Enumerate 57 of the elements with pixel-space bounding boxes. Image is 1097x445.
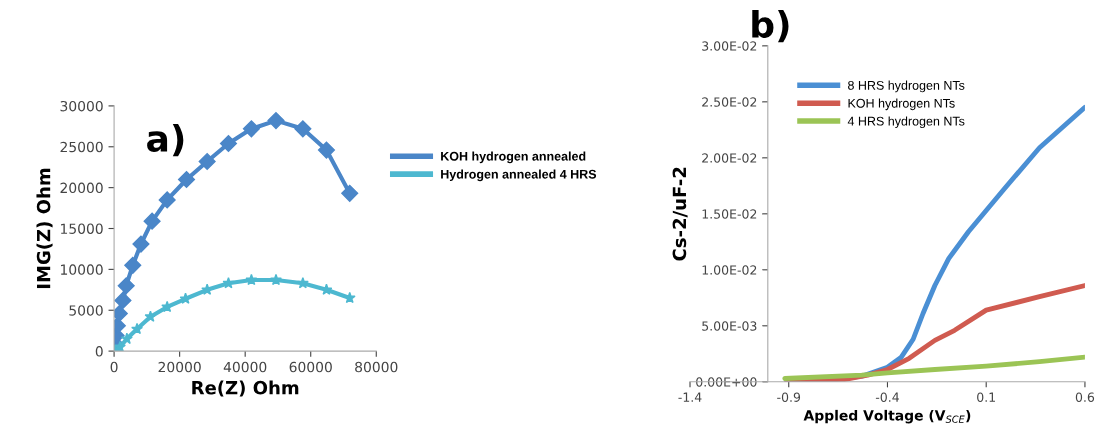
point bbox=[245, 273, 258, 286]
x-tick-label: -0.4 bbox=[875, 392, 899, 402]
point bbox=[124, 256, 142, 274]
point bbox=[219, 134, 238, 153]
line-series bbox=[782, 354, 1085, 381]
point bbox=[222, 277, 235, 289]
y-tick-label: 2.50E-02 bbox=[702, 97, 757, 107]
y-tick-label: 0 bbox=[95, 346, 103, 357]
x-axis-title: Re(Z) Ohm bbox=[192, 380, 299, 397]
point bbox=[131, 322, 144, 335]
x-tick-label: 80000 bbox=[355, 361, 398, 373]
y-tick-label: 0.00E+00 bbox=[696, 377, 757, 387]
y-tick-label: 5000 bbox=[69, 305, 103, 316]
point bbox=[117, 277, 135, 295]
x-tick-label: 0.6 bbox=[1075, 392, 1095, 402]
legend-label: Hydrogen annealed 4 HRS bbox=[441, 169, 597, 182]
x-tick-label: -1.4 bbox=[678, 392, 702, 402]
point bbox=[294, 120, 312, 138]
point bbox=[120, 332, 133, 345]
point bbox=[270, 273, 282, 286]
x-tick-label: 20000 bbox=[158, 361, 201, 373]
point bbox=[341, 184, 359, 202]
y-tick-label: 15000 bbox=[61, 223, 103, 234]
x-tick-label: 0.1 bbox=[977, 392, 995, 402]
point bbox=[144, 310, 157, 322]
x-tick-label: 0 bbox=[110, 361, 118, 373]
point bbox=[177, 170, 196, 189]
y-tick-label: 25000 bbox=[60, 141, 103, 153]
y-tick-label: 3.00E-02 bbox=[702, 41, 757, 51]
point bbox=[267, 112, 285, 130]
point bbox=[317, 141, 336, 159]
y-tick-label: 20000 bbox=[60, 182, 103, 194]
y-tick-label: 1.50E-02 bbox=[702, 209, 757, 219]
x-tick-label: -0.9 bbox=[777, 392, 801, 402]
point bbox=[143, 212, 161, 230]
point bbox=[132, 235, 150, 253]
x-tick-label: 60000 bbox=[289, 361, 332, 373]
point bbox=[242, 120, 260, 138]
point bbox=[114, 291, 132, 309]
point bbox=[158, 191, 176, 209]
legend-label: 4 HRS hydrogen NTs bbox=[847, 116, 965, 129]
y-tick-label: 5.00E-03 bbox=[702, 321, 757, 331]
chart-title: b) bbox=[752, 10, 789, 43]
x-axis-title: Appled Voltage (V$_{SCE}$) bbox=[803, 409, 971, 424]
y-tick-label: 10000 bbox=[61, 264, 103, 275]
y-tick-label: 1.00E-02 bbox=[702, 265, 757, 275]
y-tick-label: 2.00E-02 bbox=[702, 153, 757, 163]
point bbox=[296, 277, 309, 289]
x-tick-label: 40000 bbox=[223, 361, 267, 373]
y-axis-title: IMG(Z) Ohm bbox=[36, 168, 53, 289]
chart-title: a) bbox=[147, 124, 184, 157]
point bbox=[198, 152, 216, 171]
legend-label: 8 HRS hydrogen NTs bbox=[848, 80, 965, 93]
legend-label: KOH hydrogen NTs bbox=[848, 98, 955, 111]
legend-label: KOH hydrogen annealed bbox=[441, 151, 586, 164]
y-tick-label: 30000 bbox=[60, 100, 103, 112]
y-axis-title: Cs-2/uF-2 bbox=[672, 167, 688, 261]
